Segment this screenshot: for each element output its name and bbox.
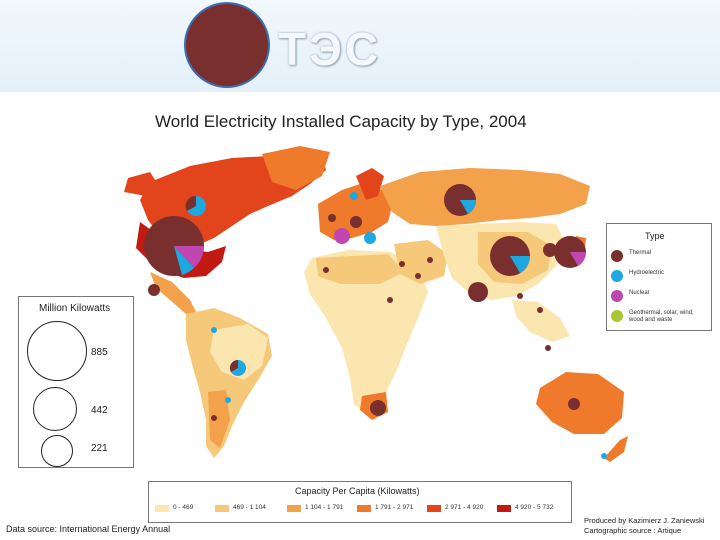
capacity-legend: Capacity Per Capita (Kilowatts) 0 - 469 …: [148, 481, 572, 523]
brazil-region: [210, 324, 268, 380]
type-legend-label: Nuclear: [629, 290, 650, 296]
scandinavia-region: [356, 168, 384, 200]
central-america-region: [150, 272, 196, 314]
capacity-swatch: [287, 505, 301, 512]
capacity-legend-title: Capacity Per Capita (Kilowatts): [295, 486, 420, 496]
pie-usa: [144, 216, 204, 276]
type-legend-title: Type: [645, 231, 665, 241]
thermal-swatch: [611, 250, 623, 262]
map-title: World Electricity Installed Capacity by …: [155, 112, 527, 131]
middle-east-region: [394, 240, 448, 284]
type-legend-label: Hydroelectric: [629, 270, 665, 276]
africa-region: [304, 250, 428, 416]
capacity-label: 1 791 - 2 971: [375, 504, 414, 511]
new-zealand-region: [604, 436, 628, 462]
argentina-region: [208, 390, 230, 448]
type-legend-item: Geothermal, solar, wind, wood and waste: [611, 309, 711, 325]
pie-mexico: [148, 284, 160, 296]
type-legend-item: Thermal: [611, 249, 711, 265]
se-asia-region: [512, 300, 570, 342]
pie-japan: [554, 236, 587, 268]
nuclear-swatch: [611, 290, 623, 302]
capacity-label: 1 104 - 1 791: [305, 504, 344, 511]
pie-china: [490, 236, 530, 276]
capacity-swatch: [427, 505, 441, 512]
data-source-note: Data source: International Energy Annual: [6, 524, 171, 534]
australia-region: [536, 372, 624, 434]
slide-title: ТЭС: [278, 23, 382, 75]
pie-canada: [185, 195, 206, 216]
credit-note: Produced by Kazimierz J. Zaniewski Carto…: [584, 516, 704, 536]
europe-region: [318, 182, 392, 240]
capacity-label: 4 920 - 5 732: [515, 504, 554, 511]
size-circle-large: [27, 321, 87, 381]
pie-europe: [328, 192, 376, 244]
hydroelectric-swatch: [611, 270, 623, 282]
greenland-region: [262, 146, 330, 190]
credit-line: Cartographic source : Artique: [584, 526, 682, 535]
north-africa-region: [316, 254, 404, 284]
capacity-swatch: [215, 505, 229, 512]
type-legend-item: Hydroelectric: [611, 269, 711, 285]
size-circle-small: [41, 435, 73, 467]
slide-title-circle: [184, 2, 270, 88]
type-legend: Type Thermal Hydroelectric Nuclear Geoth…: [606, 223, 712, 331]
pie-brazil: [229, 359, 246, 376]
capacity-swatch: [357, 505, 371, 512]
pie-india: [468, 282, 488, 302]
capacity-swatch: [497, 505, 511, 512]
renewables-swatch: [611, 310, 623, 322]
pie-russia: [444, 184, 477, 216]
size-value: 442: [91, 405, 108, 416]
type-legend-item: Nuclear: [611, 289, 711, 305]
alaska-region: [124, 172, 160, 196]
size-circle-medium: [33, 387, 77, 431]
pie-australia: [568, 398, 580, 410]
size-legend-title: Million Kilowatts: [39, 303, 111, 314]
russia-region: [380, 168, 590, 226]
capacity-label: 2 971 - 4 920: [445, 504, 484, 511]
capacity-label: 469 - 1 104: [233, 504, 266, 511]
size-legend: Million Kilowatts 885 442 221: [18, 296, 134, 468]
capacity-label: 0 - 469: [173, 504, 194, 511]
size-value: 221: [91, 443, 108, 454]
slide-header-band: [0, 0, 720, 92]
size-value: 885: [91, 347, 108, 358]
credit-line: Produced by Kazimierz J. Zaniewski: [584, 516, 705, 525]
pie-korea: [543, 243, 557, 257]
pie-south-africa: [370, 400, 386, 416]
capacity-swatch: [155, 505, 169, 512]
type-legend-label: Geothermal, solar, wind, wood and waste: [629, 310, 694, 323]
type-legend-label: Thermal: [629, 250, 652, 256]
